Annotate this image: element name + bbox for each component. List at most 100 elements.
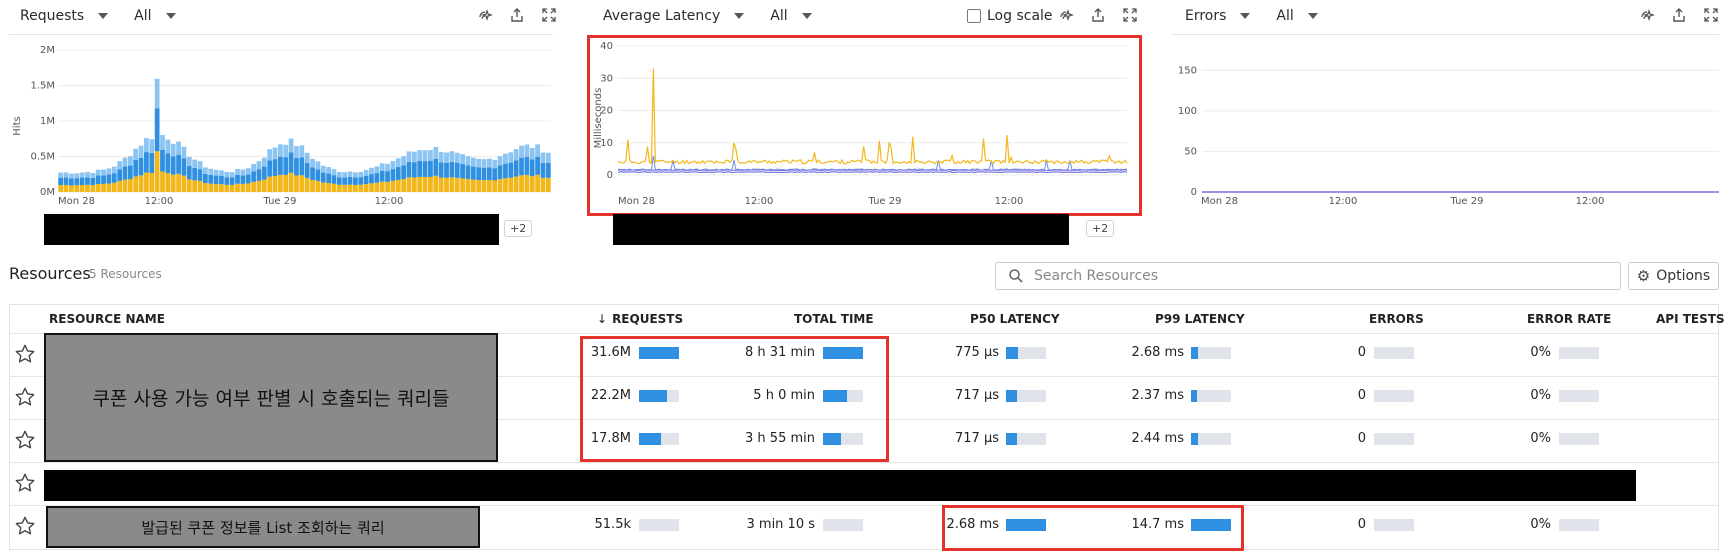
export-icon[interactable] xyxy=(508,6,526,24)
error-rate-value: 0% xyxy=(1530,388,1551,403)
bar-yellow xyxy=(144,172,149,192)
requests-value: 31.6M xyxy=(590,345,631,360)
bar-yellow xyxy=(320,182,326,192)
p50-latency-bar-fill xyxy=(1006,347,1018,359)
bar-lightblue xyxy=(438,151,444,163)
bar-lightblue xyxy=(122,157,128,167)
bar-lightblue xyxy=(470,157,476,167)
bar-yellow xyxy=(245,183,251,192)
redacted-row xyxy=(44,470,1636,501)
bar-lightblue xyxy=(331,169,337,176)
bar-lightblue xyxy=(336,172,342,178)
filter-select-latency[interactable]: All xyxy=(770,8,812,24)
bar-lightblue xyxy=(476,158,482,168)
metric-select-requests[interactable]: Requests xyxy=(20,8,109,24)
bar-yellow xyxy=(106,183,112,192)
bar-lightblue xyxy=(240,169,246,176)
expand-icon[interactable] xyxy=(1121,6,1139,24)
p50-latency-bar xyxy=(1006,347,1046,359)
bar-blue xyxy=(540,162,546,178)
bar-lightblue xyxy=(261,157,267,167)
bar-yellow xyxy=(374,182,380,192)
expand-icon[interactable] xyxy=(1702,6,1720,24)
bar-blue xyxy=(165,153,171,174)
bar-blue xyxy=(315,169,321,181)
sparkle-icon[interactable] xyxy=(476,6,494,24)
bar-lightblue xyxy=(320,165,326,173)
x-tick-label: 12:00 xyxy=(375,196,404,207)
bar-lightblue xyxy=(208,168,214,175)
export-icon[interactable] xyxy=(1089,6,1107,24)
log-scale-checkbox[interactable] xyxy=(967,9,981,23)
bar-blue xyxy=(320,172,326,183)
filter-select-errors[interactable]: All xyxy=(1276,8,1318,24)
bar-blue xyxy=(353,177,358,185)
log-scale-toggle[interactable]: Log scale xyxy=(967,4,1053,28)
bar-yellow xyxy=(513,176,519,192)
col-p50-latency[interactable]: P50 LATENCY xyxy=(970,312,1060,326)
x-tick-label: Mon 28 xyxy=(58,196,95,207)
bar-lightblue xyxy=(465,156,471,166)
star-icon[interactable] xyxy=(14,429,36,451)
star-icon[interactable] xyxy=(14,343,36,365)
star-icon[interactable] xyxy=(14,472,36,494)
bar-blue xyxy=(304,162,310,178)
metric-select-errors[interactable]: Errors xyxy=(1185,8,1251,24)
p99-latency-bar-fill xyxy=(1191,390,1198,402)
bar-lightblue xyxy=(170,143,176,157)
bar-lightblue xyxy=(374,166,380,174)
bar-yellow xyxy=(197,180,203,192)
search-resources-input[interactable]: Search Resources xyxy=(995,262,1621,290)
resources-table xyxy=(9,304,1719,550)
bar-blue xyxy=(428,160,433,177)
bar-yellow xyxy=(460,178,465,192)
col-errors[interactable]: ERRORS xyxy=(1369,312,1424,326)
bar-yellow xyxy=(63,184,69,192)
bar-blue xyxy=(213,175,219,185)
sparkle-icon[interactable] xyxy=(1057,6,1075,24)
bar-yellow xyxy=(519,175,524,192)
export-icon[interactable] xyxy=(1670,6,1688,24)
col-resource-name[interactable]: RESOURCE NAME xyxy=(49,312,165,326)
options-button[interactable]: ⚙ Options xyxy=(1628,262,1719,290)
bar-blue xyxy=(256,169,262,181)
col-error-rate[interactable]: ERROR RATE xyxy=(1527,312,1612,326)
filter-select-requests[interactable]: All xyxy=(134,8,176,24)
bar-yellow xyxy=(310,180,315,192)
bar-yellow xyxy=(229,184,235,192)
col-total-time[interactable]: TOTAL TIME xyxy=(794,312,874,326)
bar-blue xyxy=(326,173,331,184)
star-icon[interactable] xyxy=(14,386,36,408)
bar-lightblue xyxy=(149,139,155,153)
row-divider xyxy=(9,333,1719,334)
requests-panel-header: Requests All xyxy=(20,4,202,28)
metric-select-latency[interactable]: Average Latency xyxy=(603,8,745,24)
requests-panel-actions xyxy=(476,6,558,24)
y-tick-label: 2M xyxy=(40,45,55,56)
row-divider xyxy=(9,505,1719,506)
total-time-value: 3 h 55 min xyxy=(745,431,815,446)
bar-lightblue xyxy=(385,163,390,172)
col-requests[interactable]: ↓ REQUESTS xyxy=(597,312,684,326)
p50-latency-bar xyxy=(1006,390,1046,402)
bar-yellow xyxy=(240,183,246,192)
bar-yellow xyxy=(288,172,294,192)
bar-blue xyxy=(267,160,273,177)
bar-lightblue xyxy=(363,169,369,176)
legend-more-button[interactable]: +2 xyxy=(504,220,533,237)
bar-lightblue xyxy=(401,156,407,166)
requests-bar xyxy=(639,390,679,402)
bar-lightblue xyxy=(272,147,278,160)
bar-lightblue xyxy=(449,151,455,162)
star-icon[interactable] xyxy=(14,515,36,537)
sparkle-icon[interactable] xyxy=(1638,6,1656,24)
col-api-tests[interactable]: API TESTS xyxy=(1656,312,1725,326)
bar-blue xyxy=(545,162,551,178)
bar-lightblue xyxy=(417,150,423,162)
col-p99-latency[interactable]: P99 LATENCY xyxy=(1155,312,1245,326)
legend-more-button[interactable]: +2 xyxy=(1086,220,1115,237)
bar-blue xyxy=(535,156,540,175)
bar-yellow xyxy=(170,174,176,192)
expand-icon[interactable] xyxy=(540,6,558,24)
bar-lightblue xyxy=(519,145,524,158)
